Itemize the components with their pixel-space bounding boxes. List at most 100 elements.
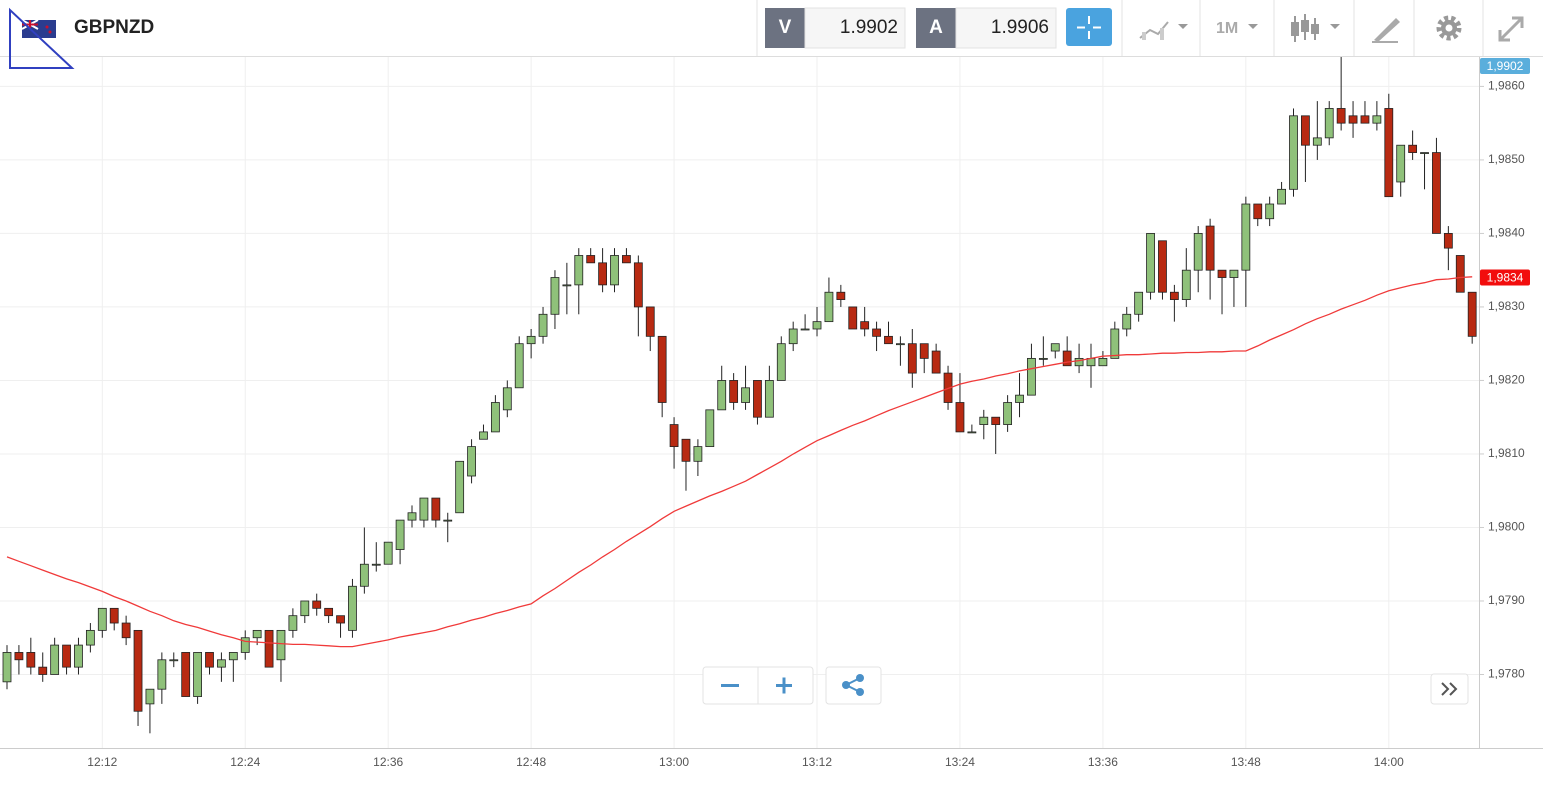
- candle-body: [1467, 291, 1477, 337]
- fullscreen-button[interactable]: [1498, 16, 1524, 42]
- candle-body: [1217, 269, 1227, 278]
- candle-body: [336, 615, 345, 624]
- candle-body: [931, 350, 941, 374]
- settings-button[interactable]: [1436, 15, 1462, 41]
- candle-body: [633, 262, 643, 308]
- candle-body: [907, 343, 917, 374]
- candle-body: [884, 335, 893, 345]
- sell-price-box[interactable]: [804, 7, 906, 49]
- x-tick-label: 13:36: [1088, 755, 1118, 769]
- candle-body: [1229, 269, 1239, 278]
- candle-body: [1169, 291, 1179, 300]
- buy-price-box[interactable]: [955, 7, 1057, 49]
- candle-body: [1241, 203, 1251, 271]
- price-tag: [1480, 269, 1530, 286]
- candle-body: [1253, 203, 1263, 220]
- candle-body: [1134, 291, 1144, 315]
- candle-body: [217, 659, 226, 668]
- candle-body: [121, 622, 131, 639]
- zoom-controls[interactable]: [702, 666, 814, 705]
- x-tick-label: 12:12: [87, 755, 117, 769]
- draw-tool-button[interactable]: [1372, 18, 1400, 43]
- candle-body: [157, 659, 167, 690]
- zoom-in[interactable]: [776, 677, 792, 694]
- candle-body: [776, 343, 786, 381]
- sell-label[interactable]: V: [779, 17, 792, 38]
- moving-average-line: [6, 276, 1473, 648]
- candle-body: [85, 629, 95, 646]
- candle-body: [1265, 203, 1275, 220]
- candle-body: [753, 380, 762, 418]
- candle-body: [205, 652, 214, 668]
- candle-body: [1015, 394, 1024, 403]
- scroll-right-button[interactable]: [1430, 673, 1469, 705]
- buy-label[interactable]: A: [929, 17, 943, 38]
- plot-area: 1,9780 1,9790 1,9800 1,9810 1,9820 1,9830 1,98…: [0, 57, 1530, 769]
- candle-body: [74, 644, 83, 668]
- candle-body: [1062, 350, 1072, 367]
- candle-body: [1193, 233, 1203, 271]
- candle-style-button[interactable]: [1291, 14, 1340, 42]
- candle-body: [967, 431, 977, 434]
- candle-body: [1289, 115, 1298, 190]
- timeframe-button[interactable]: 1M: [1216, 20, 1258, 37]
- candle-body: [1146, 233, 1155, 293]
- candle-body: [657, 335, 667, 403]
- y-tick-label: 1,9810: [1488, 446, 1525, 460]
- candle-body: [455, 460, 465, 514]
- candle-body: [14, 652, 24, 661]
- candle-body: [788, 328, 798, 345]
- candle-body: [264, 629, 274, 668]
- candle-body: [407, 512, 417, 521]
- candle-body: [896, 343, 905, 346]
- candle-body: [562, 284, 572, 287]
- candle-body: [598, 262, 607, 286]
- candle-body: [1003, 402, 1013, 425]
- candle-body: [431, 497, 441, 521]
- candle-body: [169, 659, 179, 662]
- candle-body: [741, 387, 750, 403]
- candle-body: [240, 637, 250, 653]
- timeframe[interactable]: 1M: [1216, 20, 1238, 37]
- candle-body: [1443, 233, 1453, 249]
- candle-body: [443, 519, 453, 522]
- candle-body: [1360, 115, 1370, 124]
- candle-body: [193, 652, 202, 697]
- candle-body: [550, 277, 560, 315]
- candle-body: [145, 688, 155, 705]
- buy-button[interactable]: A 1.9906: [916, 7, 1057, 49]
- share-button[interactable]: [825, 666, 882, 705]
- x-tick-label: 12:24: [230, 755, 260, 769]
- sell-button[interactable]: V 1.9902: [765, 7, 906, 49]
- crosshair-button[interactable]: [1066, 8, 1112, 46]
- candle-body: [1420, 152, 1429, 154]
- candle-body: [252, 629, 262, 639]
- candle-body: [38, 666, 48, 675]
- buy-label-box[interactable]: [916, 8, 956, 48]
- candle-body: [1027, 357, 1036, 396]
- candle-body: [1336, 108, 1346, 124]
- candle-body: [848, 306, 858, 330]
- candle-body: [1074, 357, 1084, 367]
- candle-body: [419, 497, 429, 521]
- candle-body: [836, 291, 846, 300]
- candle-body: [1098, 357, 1108, 367]
- candle-body: [991, 416, 1001, 425]
- candle-body: [824, 291, 834, 323]
- candle-body: [955, 402, 965, 433]
- buy-price[interactable]: 1.9906: [991, 17, 1049, 38]
- chart-type-button[interactable]: [1139, 21, 1188, 40]
- x-tick-label: 14:00: [1374, 755, 1404, 769]
- candle-body: [669, 424, 679, 448]
- sell-label-box[interactable]: [765, 8, 805, 48]
- y-tick-label: 1,9800: [1488, 520, 1525, 534]
- candle-body: [288, 615, 298, 631]
- sell-price[interactable]: 1.9902: [840, 17, 898, 38]
- candle-body: [1384, 108, 1394, 198]
- candle-body: [1050, 343, 1060, 352]
- candle-body: [467, 446, 476, 477]
- candle-body: [645, 306, 655, 337]
- candle-body: [514, 343, 524, 389]
- candle-body: [860, 321, 870, 330]
- candle-body: [1122, 313, 1132, 330]
